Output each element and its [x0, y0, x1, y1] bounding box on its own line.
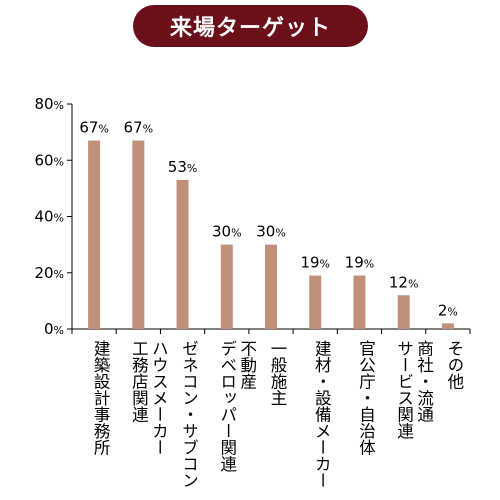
data-label: 2% [438, 301, 458, 319]
bar [353, 275, 366, 329]
x-category-label: 官公庁・自治体 [356, 340, 376, 456]
bar [176, 179, 189, 329]
data-label: 53% [168, 158, 198, 176]
y-tick-label: 0% [44, 320, 64, 338]
bar [132, 140, 145, 329]
data-label: 30% [256, 223, 286, 241]
bar [88, 140, 101, 329]
x-category-label: 一般施主 [268, 340, 287, 406]
bar [265, 244, 277, 329]
x-category-label: 商社・流通 サービス関連 [394, 340, 434, 439]
bar [397, 295, 410, 329]
bars [88, 140, 454, 329]
x-category-label: 建築設計事務所 [91, 340, 111, 456]
data-label: 19% [345, 254, 375, 272]
y-tick-labels: 0% 20% 40% 60% 80% [34, 95, 64, 338]
y-tick-label: 40% [34, 208, 64, 226]
x-category-label: ゼネコン・サブコン [179, 340, 199, 489]
data-label: 12% [389, 273, 419, 291]
data-label: 67% [79, 119, 109, 137]
x-category-label: その他 [444, 340, 464, 390]
data-labels: 67% 67% 53% 30% 30% 19% 19% 12% 2% [79, 119, 458, 320]
chart-title: 来場ターゲット [133, 5, 368, 47]
x-category-label: 建材・設備メーカー [312, 340, 332, 489]
data-label: 30% [212, 223, 242, 241]
bar [309, 275, 322, 329]
y-tick-label: 20% [34, 264, 64, 282]
bar [441, 323, 454, 329]
x-category-label: 不動産 デベロッパー関連 [217, 340, 257, 472]
bar [220, 244, 233, 329]
data-label: 19% [300, 254, 330, 272]
x-category-label: ハウスメーカー 工務店関連 [129, 340, 169, 456]
y-tick-label: 80% [34, 95, 64, 113]
y-tick-label: 60% [34, 151, 64, 169]
data-label: 67% [124, 119, 154, 137]
